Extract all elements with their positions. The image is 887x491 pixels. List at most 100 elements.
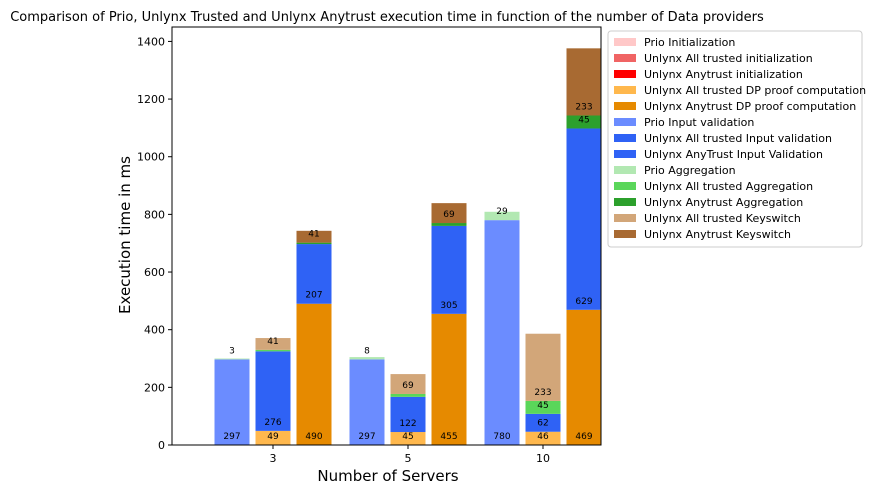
y-tick-label: 600 (144, 266, 165, 279)
y-tick-label: 1400 (137, 35, 165, 48)
legend-entry-label: Unlynx All trusted initialization (644, 52, 813, 65)
x-tick-label: 10 (536, 452, 550, 465)
data-label: 3 (229, 346, 235, 356)
bar-segment (214, 359, 250, 445)
data-label: 305 (440, 301, 457, 311)
data-label: 69 (402, 381, 414, 391)
legend-swatch (614, 150, 636, 158)
legend-swatch (614, 182, 636, 190)
data-label: 29 (496, 207, 508, 217)
bar-segment (525, 400, 561, 414)
legend-swatch (614, 86, 636, 94)
bar-segment (566, 115, 602, 129)
bar-segment (431, 203, 467, 224)
data-label: 45 (402, 432, 413, 442)
data-label: 297 (223, 432, 240, 442)
data-label: 629 (575, 297, 592, 307)
data-label: 46 (537, 432, 549, 442)
x-axis-label: Number of Servers (317, 467, 458, 485)
y-tick-label: 200 (144, 381, 165, 394)
legend-entry-label: Unlynx Anytrust initialization (644, 68, 803, 81)
bar-segment (525, 431, 561, 445)
legend-entry-label: Unlynx All trusted Aggregation (644, 180, 813, 193)
legend-swatch (614, 198, 636, 206)
data-label: 62 (537, 419, 548, 429)
bar-segment (431, 223, 467, 226)
legend-entry-label: Prio Initialization (644, 36, 735, 49)
data-label: 41 (267, 337, 278, 347)
bar-segment (390, 374, 426, 394)
bar-segment (255, 338, 291, 350)
data-label: 69 (443, 210, 455, 220)
bar-segment (566, 48, 602, 116)
legend-swatch (614, 102, 636, 110)
axes: 0 200 400 600 800 1000 1200 1400 3 5 10 (137, 26, 602, 465)
x-tick-label: 5 (405, 452, 412, 465)
legend-entry-label: Unlynx All trusted Input validation (644, 132, 832, 145)
bar-segment (255, 349, 291, 352)
bar-segment (214, 358, 250, 360)
data-label: 45 (578, 115, 589, 125)
chart-title: Comparison of Prio, Unlynx Trusted and U… (10, 10, 764, 25)
data-label: 455 (440, 432, 457, 442)
bar-segment (349, 359, 385, 445)
data-label: 233 (534, 388, 551, 398)
data-label: 207 (305, 291, 322, 301)
bar-segment (566, 309, 602, 445)
legend-entry-label: Prio Aggregation (644, 164, 736, 177)
data-label: 276 (264, 418, 281, 428)
legend-entry-label: Unlynx AnyTrust Input Validation (644, 148, 823, 161)
legend-swatch (614, 54, 636, 62)
data-label: 45 (537, 401, 548, 411)
legend-entry-label: Unlynx Anytrust Aggregation (644, 196, 803, 209)
data-label: 122 (399, 419, 416, 429)
data-label: 8 (364, 346, 370, 356)
data-label: 297 (358, 432, 375, 442)
legend-box (607, 30, 863, 248)
legend-swatch (614, 134, 636, 142)
data-label: 233 (575, 103, 592, 113)
bar-segment (431, 225, 467, 314)
bar-segment (349, 357, 385, 360)
bar-segment (484, 220, 520, 445)
bar-segment (296, 303, 332, 445)
legend-swatch (614, 70, 636, 78)
bar-segment (525, 333, 561, 401)
y-tick-label: 1200 (137, 93, 165, 106)
bar-segment (390, 396, 426, 433)
y-axis-label: Execution time in ms (116, 156, 134, 314)
y-tick-label: 800 (144, 208, 165, 221)
bar-segment (566, 128, 602, 310)
data-label: 469 (575, 432, 592, 442)
bar-segment (390, 393, 426, 397)
bar-segment (525, 413, 561, 432)
legend: Prio Initialization Unlynx All trusted in… (607, 30, 866, 248)
legend-swatch (614, 214, 636, 222)
data-label: 780 (493, 432, 510, 442)
bar-segment (296, 230, 332, 243)
legend-entry-label: Prio Input validation (644, 116, 754, 129)
bar-segment (484, 211, 520, 221)
data-label: 41 (308, 230, 319, 240)
bar-segment (431, 313, 467, 445)
plot-area: 49 45 46 490 455 469 297 297 780 276 122 62 207 305 62… (214, 48, 602, 445)
bar-segment (296, 244, 332, 304)
x-tick-label: 3 (270, 452, 277, 465)
legend-entry-label: Unlynx All trusted DP proof computation (644, 84, 866, 97)
legend-swatch (614, 230, 636, 238)
y-tick-label: 400 (144, 324, 165, 337)
y-tick-label: 1000 (137, 151, 165, 164)
bar-segment (390, 432, 426, 445)
legend-entry-label: Unlynx All trusted Keyswitch (644, 212, 801, 225)
legend-entry-label: Unlynx Anytrust Keyswitch (644, 228, 791, 241)
bar-segment (255, 351, 291, 431)
bar-segment (296, 242, 332, 245)
legend-swatch (614, 38, 636, 46)
legend-swatch (614, 118, 636, 126)
legend-entry-label: Unlynx Anytrust DP proof computation (644, 100, 856, 113)
y-tick-label: 0 (158, 439, 165, 452)
data-label: 490 (305, 432, 322, 442)
data-label: 49 (267, 432, 279, 442)
legend-swatch (614, 166, 636, 174)
